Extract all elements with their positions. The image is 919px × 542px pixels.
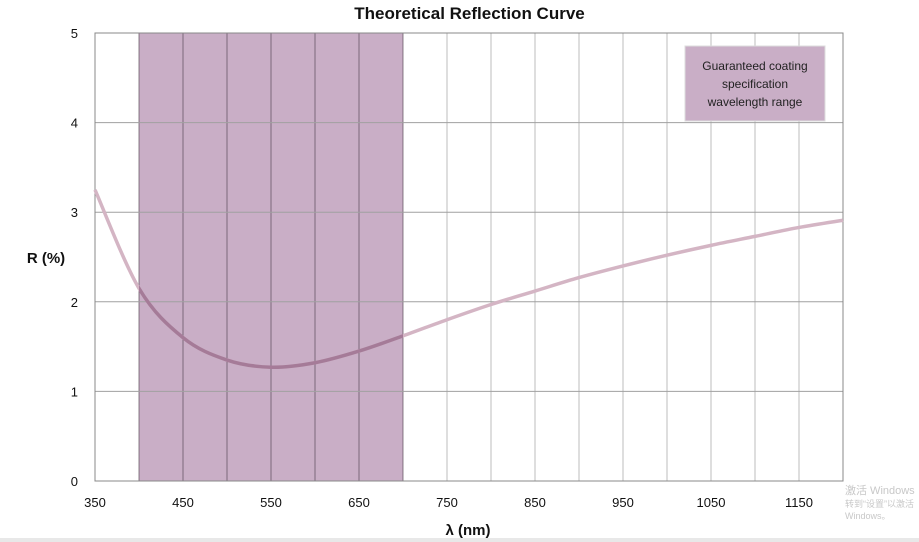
y-tick-label: 4 <box>71 116 78 131</box>
activation-watermark: 激活 Windows 转到“设置”以激活 Windows。 <box>845 484 917 522</box>
y-tick-label: 5 <box>71 26 78 41</box>
x-tick-label: 1050 <box>697 495 726 510</box>
reflection-curve-in-range <box>139 284 403 370</box>
y-tick-label: 0 <box>71 474 78 489</box>
y-axis-label: R (%) <box>27 250 65 267</box>
x-axis-label: λ (nm) <box>446 522 491 539</box>
activation-watermark-title: 激活 Windows <box>845 485 915 497</box>
plot-border <box>94 32 844 482</box>
annotation-line: wavelength range <box>707 95 803 109</box>
x-tick-label: 950 <box>612 495 634 510</box>
y-tick-label: 3 <box>71 205 78 220</box>
y-tick-label: 2 <box>71 295 78 310</box>
x-tick-label: 750 <box>436 495 458 510</box>
x-tick-label: 650 <box>348 495 370 510</box>
x-tick-label: 450 <box>172 495 194 510</box>
x-tick-label: 550 <box>260 495 282 510</box>
annotation-line: Guaranteed coating <box>702 59 807 73</box>
horizontal-scrollbar[interactable] <box>0 538 919 542</box>
x-tick-label: 350 <box>84 495 106 510</box>
y-tick-label: 1 <box>71 384 78 399</box>
annotation-line: specification <box>722 77 788 91</box>
chart-title: Theoretical Reflection Curve <box>354 4 585 23</box>
x-tick-label: 1150 <box>785 495 813 510</box>
activation-watermark-subtitle: 转到“设置”以激活 Windows。 <box>845 499 914 521</box>
annotation-box <box>684 45 826 122</box>
x-tick-label: 850 <box>524 495 546 510</box>
